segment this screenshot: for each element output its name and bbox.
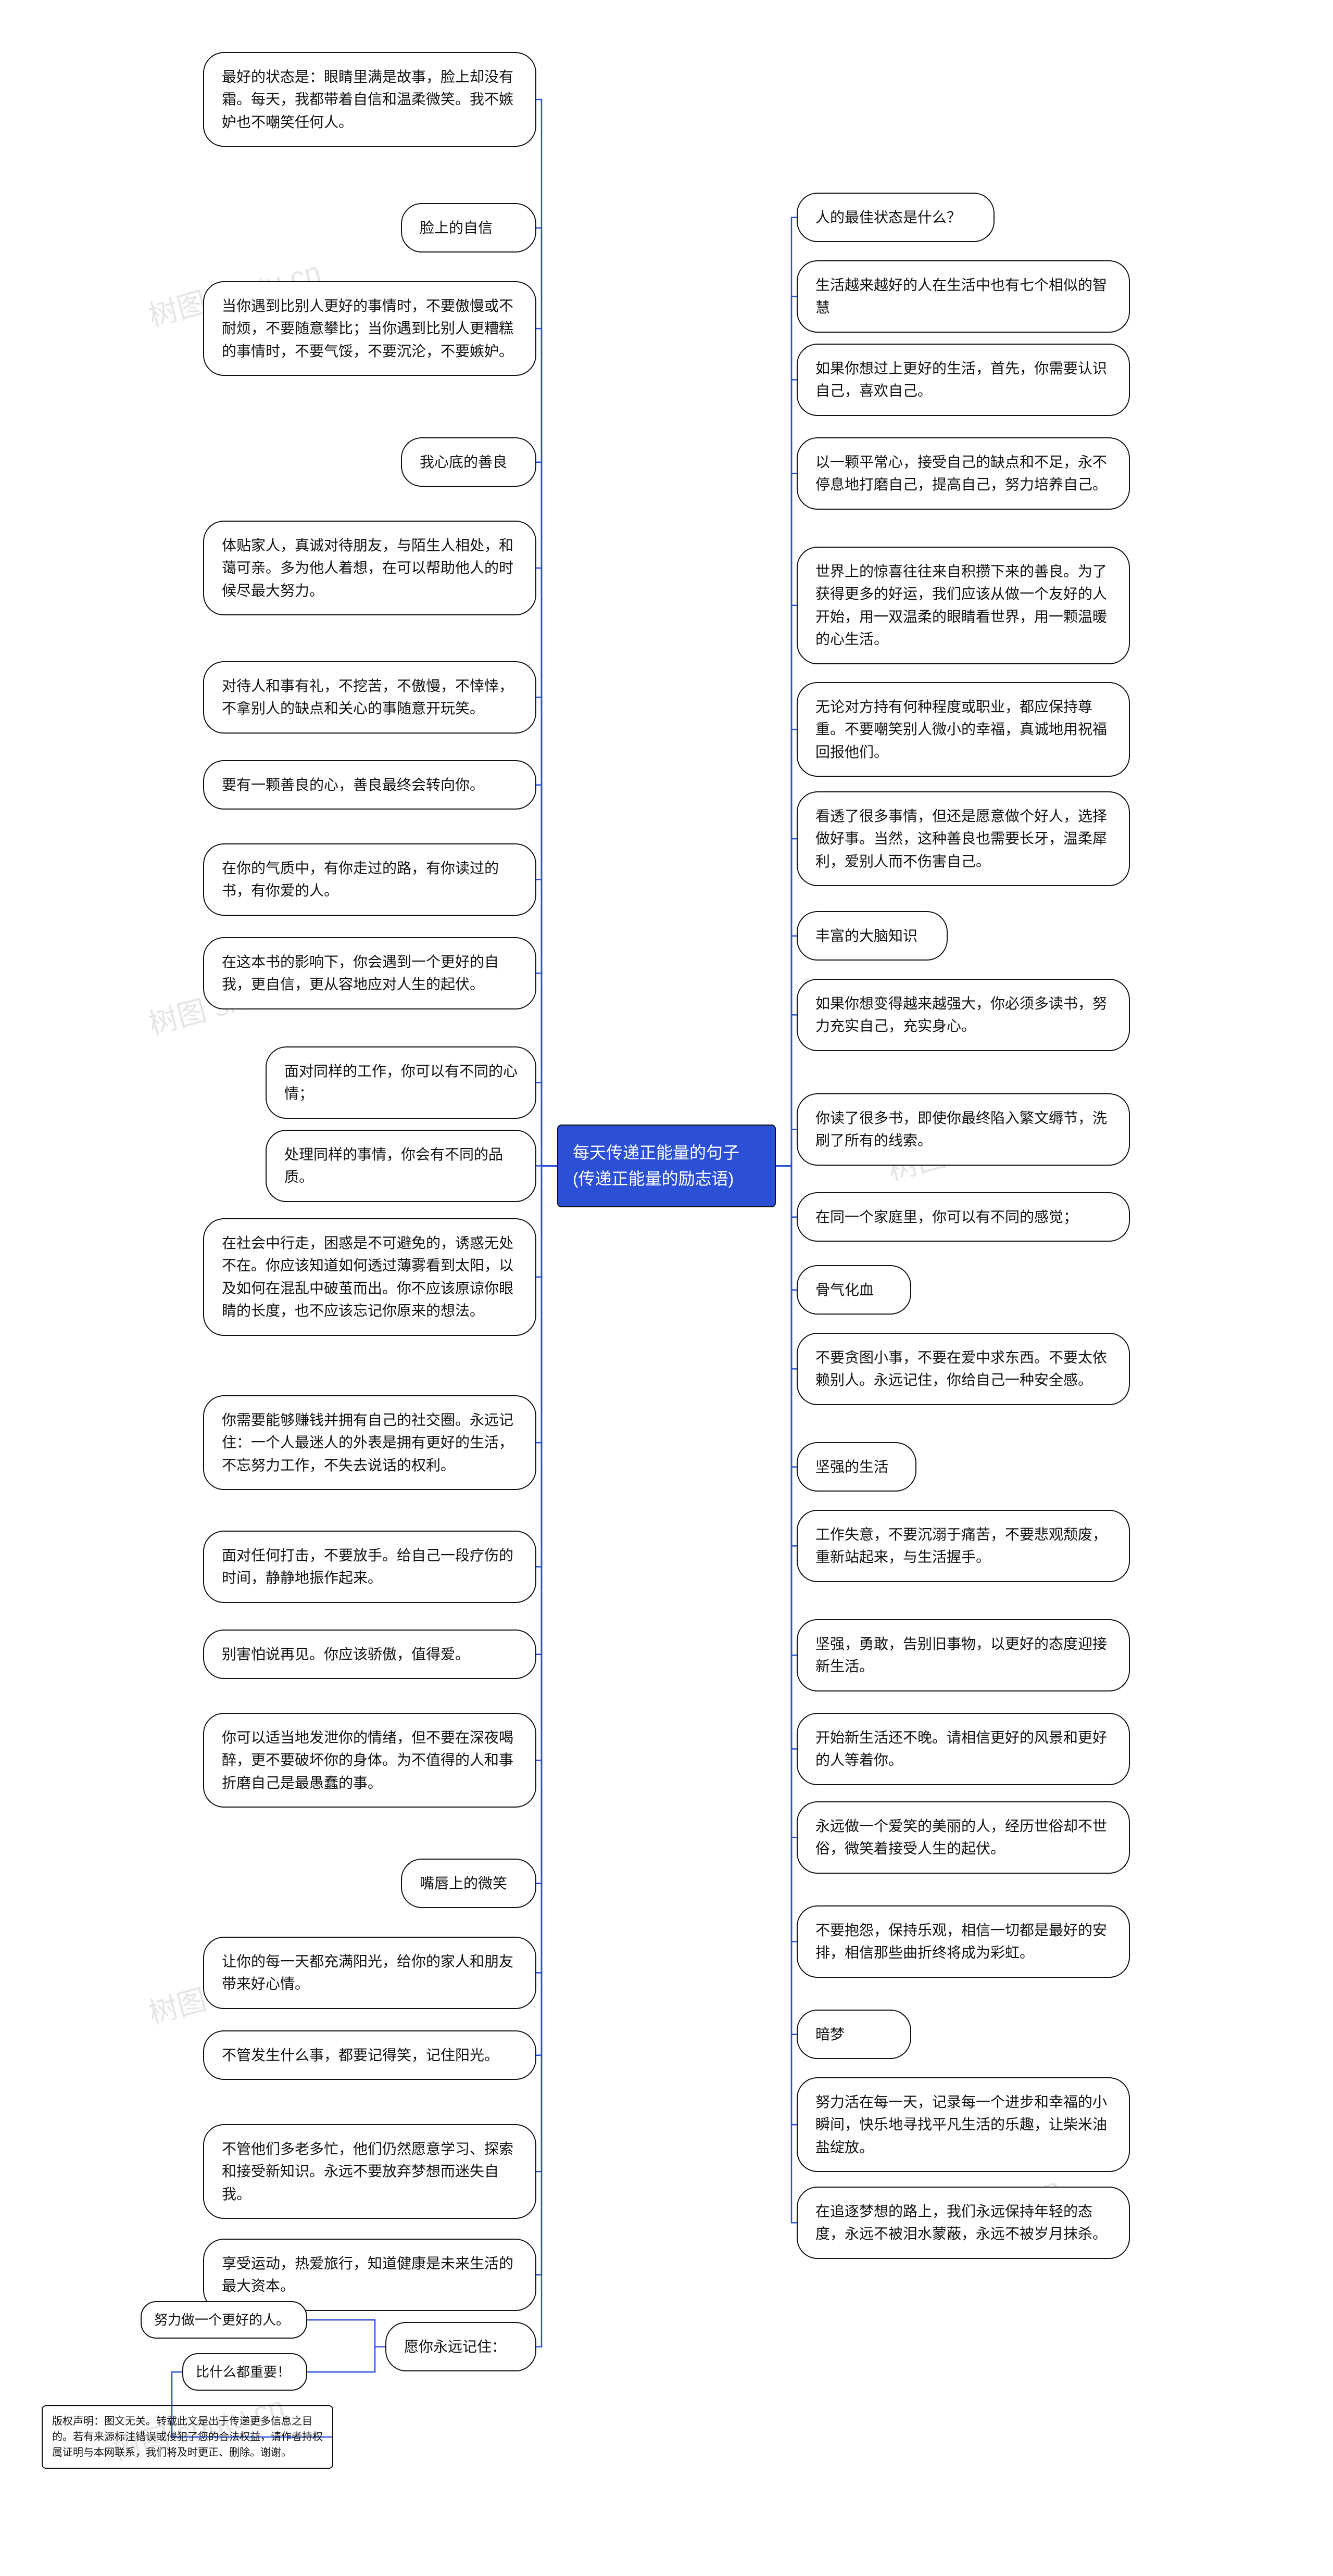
left-node: 处理同样的事情，你会有不同的品质。 [266,1130,536,1202]
left-sub-node: 努力做一个更好的人。 [141,2301,307,2339]
left-node: 最好的状态是：眼睛里满是故事，脸上却没有霜。每天，我都带着自信和温柔微笑。我不嫉… [203,52,536,147]
right-node: 坚强，勇敢，告别旧事物，以更好的态度迎接新生活。 [797,1619,1130,1691]
right-node: 以一颗平常心，接受自己的缺点和不足，永不停息地打磨自己，提高自己，努力培养自己。 [797,437,1130,510]
right-node: 你读了很多书，即使你最终陷入繁文缛节，洗刷了所有的线索。 [797,1093,1130,1166]
left-node: 愿你永远记住： [385,2322,536,2371]
left-node: 在你的气质中，有你走过的路，有你读过的书，有你爱的人。 [203,843,536,916]
left-node: 体贴家人，真诚对待朋友，与陌生人相处，和蔼可亲。多为他人着想，在可以帮助他人的时… [203,521,536,615]
right-node: 坚强的生活 [797,1442,916,1492]
right-node: 世界上的惊喜往往来自积攒下来的善良。为了获得更多的好运，我们应该从做一个友好的人… [797,547,1130,664]
right-node: 不要贪图小事，不要在爱中求东西。不要太依赖别人。永远记住，你给自己一种安全感。 [797,1333,1130,1405]
left-node: 对待人和事有礼，不挖苦，不傲慢，不悻悻，不拿别人的缺点和关心的事随意开玩笑。 [203,661,536,734]
right-node: 骨气化血 [797,1265,911,1315]
left-node: 脸上的自信 [401,203,536,252]
right-node: 开始新生活还不晚。请相信更好的风景和更好的人等着你。 [797,1713,1130,1785]
left-sub-node: 比什么都重要！ [182,2353,307,2391]
left-node: 享受运动，热爱旅行，知道健康是未来生活的最大资本。 [203,2239,536,2311]
right-node: 在同一个家庭里，你可以有不同的感觉； [797,1192,1130,1242]
left-node: 嘴唇上的微笑 [401,1859,536,1908]
right-node: 暗梦 [797,2010,911,2059]
left-node: 你可以适当地发泄你的情绪，但不要在深夜喝醉，更不要破坏你的身体。为不值得的人和事… [203,1713,536,1808]
left-node: 让你的每一天都充满阳光，给你的家人和朋友带来好心情。 [203,1937,536,2009]
left-node: 不管他们多老多忙，他们仍然愿意学习、探索和接受新知识。永远不要放弃梦想而迷失自我… [203,2124,536,2219]
right-node: 永远做一个爱笑的美丽的人，经历世俗却不世俗，微笑着接受人生的起伏。 [797,1801,1130,1874]
right-node: 工作失意，不要沉溺于痛苦，不要悲观颓废，重新站起来，与生活握手。 [797,1510,1130,1582]
left-node: 当你遇到比别人更好的事情时，不要傲慢或不耐烦，不要随意攀比；当你遇到比别人更糟糕… [203,281,536,376]
right-node: 生活越来越好的人在生活中也有七个相似的智慧 [797,260,1130,333]
left-node: 面对同样的工作，你可以有不同的心情； [266,1046,536,1119]
right-node: 看透了很多事情，但还是愿意做个好人，选择做好事。当然，这种善良也需要长牙，温柔犀… [797,791,1130,886]
copyright-note: 版权声明：图文无关。转载此文是出于传递更多信息之目的。若有来源标注错误或侵犯了您… [42,2405,333,2469]
right-node: 不要抱怨，保持乐观，相信一切都是最好的安排，相信那些曲折终将成为彩虹。 [797,1905,1130,1978]
right-node: 人的最佳状态是什么？ [797,193,995,242]
link-layer [0,0,1333,2576]
root-node: 每天传递正能量的句子(传递正能量的励志语) [557,1125,776,1207]
right-node: 无论对方持有何种程度或职业，都应保持尊重。不要嘲笑别人微小的幸福，真诚地用祝福回… [797,682,1130,777]
left-node: 要有一颗善良的心，善良最终会转向你。 [203,760,536,810]
left-node: 你需要能够赚钱并拥有自己的社交圈。永远记住：一个人最迷人的外表是拥有更好的生活，… [203,1395,536,1490]
right-node: 在追逐梦想的路上，我们永远保持年轻的态度，永远不被泪水蒙蔽，永远不被岁月抹杀。 [797,2187,1130,2259]
left-node: 别害怕说再见。你应该骄傲，值得爱。 [203,1630,536,1679]
right-node: 如果你想变得越来越强大，你必须多读书，努力充实自己，充实身心。 [797,979,1130,1051]
mindmap-canvas: 每天传递正能量的句子(传递正能量的励志语) 树图 shutu.cn 树图 shu… [0,0,1333,2576]
left-node: 在社会中行走，困惑是不可避免的，诱惑无处不在。你应该知道如何透过薄雾看到太阳，以… [203,1218,536,1336]
right-node: 如果你想过上更好的生活，首先，你需要认识自己，喜欢自己。 [797,344,1130,416]
left-node: 在这本书的影响下，你会遇到一个更好的自我，更自信，更从容地应对人生的起伏。 [203,937,536,1009]
right-node: 丰富的大脑知识 [797,911,948,961]
left-node: 我心底的善良 [401,437,536,487]
left-node: 面对任何打击，不要放手。给自己一段疗伤的时间，静静地振作起来。 [203,1531,536,1603]
right-node: 努力活在每一天，记录每一个进步和幸福的小瞬间，快乐地寻找平凡生活的乐趣，让柴米油… [797,2077,1130,2172]
left-node: 不管发生什么事，都要记得笑，记住阳光。 [203,2030,536,2080]
